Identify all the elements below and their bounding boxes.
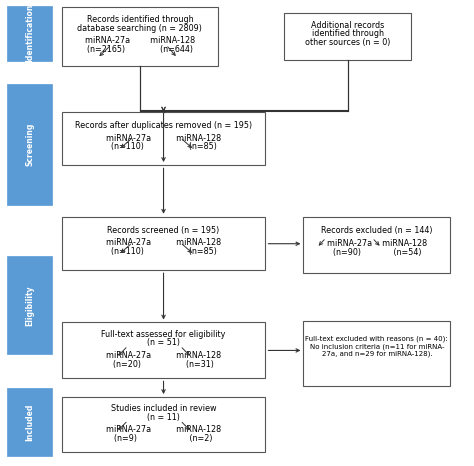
Text: Screening: Screening [25,123,34,166]
Text: miRNA-27a    miRNA-128: miRNA-27a miRNA-128 [327,239,427,248]
Text: Records screened (n = 195): Records screened (n = 195) [108,226,219,234]
Text: other sources (n = 0): other sources (n = 0) [305,38,391,47]
Text: miRNA-27a        miRNA-128: miRNA-27a miRNA-128 [85,36,195,45]
Text: (n = 51): (n = 51) [147,338,180,348]
FancyBboxPatch shape [62,7,218,66]
Text: (n=2165)              (n=644): (n=2165) (n=644) [87,45,193,54]
FancyBboxPatch shape [7,6,52,61]
Text: (n=90)             (n=54): (n=90) (n=54) [333,247,421,256]
Text: miRNA-27a          miRNA-128: miRNA-27a miRNA-128 [106,351,221,360]
Text: miRNA-27a          miRNA-128: miRNA-27a miRNA-128 [106,425,221,434]
Text: Full-text excluded with reasons (n = 40):: Full-text excluded with reasons (n = 40)… [305,336,448,342]
Text: Full-text assessed for eligibility: Full-text assessed for eligibility [101,330,226,339]
Text: Studies included in review: Studies included in review [111,404,216,413]
FancyBboxPatch shape [62,217,265,270]
FancyBboxPatch shape [62,397,265,452]
Text: (n = 11): (n = 11) [147,413,180,422]
FancyBboxPatch shape [62,112,265,165]
Text: (n=9)                     (n=2): (n=9) (n=2) [114,434,213,443]
Text: No inclusion criteria (n=11 for miRNA-: No inclusion criteria (n=11 for miRNA- [310,343,444,350]
Text: database searching (n = 2809): database searching (n = 2809) [77,24,202,33]
Text: 27a, and n=29 for miRNA-128).: 27a, and n=29 for miRNA-128). [321,350,432,357]
Text: Records excluded (n = 144): Records excluded (n = 144) [321,226,433,235]
Text: miRNA-27a          miRNA-128: miRNA-27a miRNA-128 [106,239,221,247]
Text: Identification: Identification [25,4,34,62]
Text: miRNA-27a          miRNA-128: miRNA-27a miRNA-128 [106,134,221,143]
Text: Eligibility: Eligibility [25,285,34,326]
Text: Records after duplicates removed (n = 195): Records after duplicates removed (n = 19… [75,121,252,130]
Text: (n=110)                  (n=85): (n=110) (n=85) [110,247,217,256]
Text: identified through: identified through [312,29,384,38]
Text: (n=110)                  (n=85): (n=110) (n=85) [110,142,217,151]
FancyBboxPatch shape [62,322,265,378]
Text: Records identified through: Records identified through [87,15,193,24]
Text: Additional records: Additional records [311,21,384,30]
Text: Included: Included [25,403,34,441]
FancyBboxPatch shape [303,321,450,386]
FancyBboxPatch shape [284,13,411,60]
FancyBboxPatch shape [303,217,450,273]
FancyBboxPatch shape [7,388,52,456]
Text: (n=20)                  (n=31): (n=20) (n=31) [113,360,214,369]
FancyBboxPatch shape [7,84,52,205]
FancyBboxPatch shape [7,256,52,354]
